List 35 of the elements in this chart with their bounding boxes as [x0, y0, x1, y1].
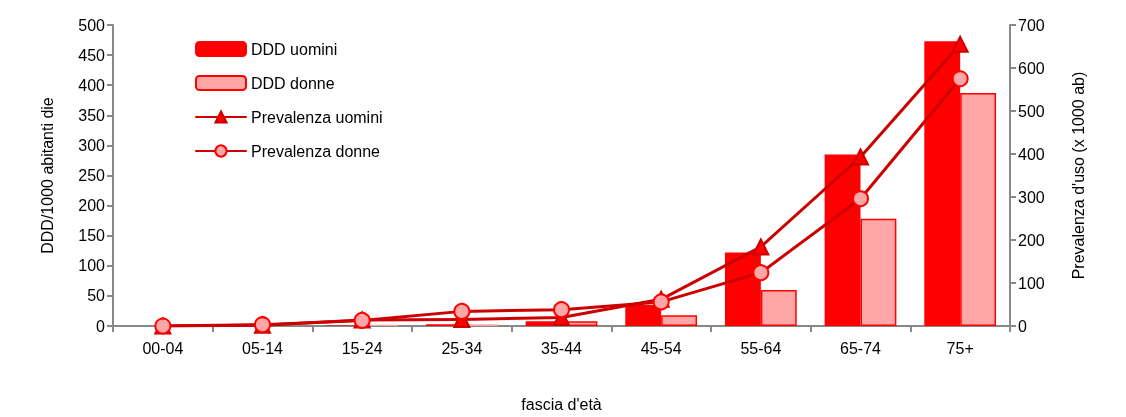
legend-label: Prevalenza donne	[251, 142, 381, 160]
y-tick-label: 300	[78, 136, 106, 154]
x-tick-label: 45-54	[640, 339, 682, 357]
x-axis-title: fascia d'età	[521, 395, 602, 413]
y2-axis-title: Prevalenza d'uso (x 1000 ab)	[1069, 71, 1087, 280]
legend-label: Prevalenza uomini	[251, 108, 383, 126]
y2-tick-label: 500	[1018, 102, 1045, 120]
legend-label: DDD uomini	[251, 40, 338, 58]
x-tick-label: 65-74	[840, 339, 882, 357]
y-tick-label: 100	[78, 257, 106, 275]
y-tick-label: 50	[87, 287, 106, 305]
y2-tick-label: 100	[1018, 274, 1045, 292]
y-tick-label: 350	[78, 106, 106, 124]
y2-tick-label: 600	[1018, 59, 1045, 77]
y-tick-label: 450	[78, 46, 106, 64]
x-tick-label: 35-44	[541, 339, 583, 357]
x-tick-label: 75+	[946, 339, 974, 357]
x-tick-label: 05-14	[242, 339, 284, 357]
y2-tick-label: 400	[1018, 145, 1045, 163]
y-tick-label: 400	[78, 76, 106, 94]
x-tick-label: 15-24	[341, 339, 383, 357]
legend-label: DDD donne	[251, 74, 335, 92]
x-tick-label: 00-04	[142, 339, 184, 357]
y2-tick-label: 300	[1018, 188, 1045, 206]
y2-tick-label: 0	[1018, 317, 1027, 335]
y2-tick-label: 200	[1018, 231, 1045, 249]
y-tick-label: 0	[96, 317, 106, 335]
x-tick-label: 25-34	[441, 339, 483, 357]
x-tick-label: 55-64	[740, 339, 782, 357]
y-tick-label: 250	[78, 167, 106, 184]
y-axis-title: DDD/1000 abitanti die	[38, 97, 56, 254]
y2-tick-label: 700	[1018, 16, 1045, 34]
y-tick-label: 200	[78, 197, 106, 215]
y-tick-label: 150	[78, 227, 106, 245]
y-tick-label: 500	[78, 16, 106, 34]
